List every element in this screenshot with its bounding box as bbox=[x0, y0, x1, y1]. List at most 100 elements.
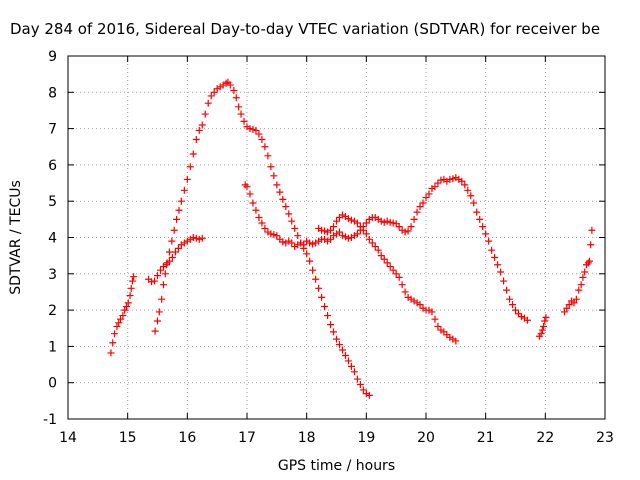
x-tick-label: 17 bbox=[238, 430, 256, 446]
data-point bbox=[309, 240, 317, 248]
data-point bbox=[318, 226, 326, 234]
data-point bbox=[437, 176, 445, 184]
data-point bbox=[168, 253, 176, 261]
data-point bbox=[127, 284, 135, 292]
data-point bbox=[377, 252, 385, 260]
data-point bbox=[321, 302, 329, 310]
data-point bbox=[374, 246, 382, 254]
data-point bbox=[422, 194, 430, 202]
data-point bbox=[243, 183, 251, 191]
data-point bbox=[303, 250, 311, 258]
data-point bbox=[151, 277, 159, 285]
data-point bbox=[512, 306, 519, 314]
data-point bbox=[195, 126, 203, 134]
data-point bbox=[333, 335, 340, 343]
data-point bbox=[425, 190, 433, 198]
data-point bbox=[246, 190, 254, 198]
data-point bbox=[356, 381, 364, 389]
data-point bbox=[291, 224, 299, 232]
data-point bbox=[282, 203, 290, 211]
data-point bbox=[315, 284, 323, 292]
data-point bbox=[565, 301, 573, 309]
data-point bbox=[117, 315, 125, 323]
data-point bbox=[413, 208, 421, 216]
data-point bbox=[392, 270, 400, 278]
data-point bbox=[273, 181, 281, 189]
y-tick-label: 7 bbox=[48, 122, 57, 138]
data-point bbox=[163, 259, 171, 267]
data-point bbox=[585, 257, 593, 265]
data-point bbox=[482, 230, 490, 238]
data-point bbox=[252, 206, 260, 214]
series-3 bbox=[151, 78, 373, 399]
data-point bbox=[344, 215, 352, 223]
data-point bbox=[198, 121, 206, 129]
data-point bbox=[252, 126, 260, 134]
data-point bbox=[255, 130, 263, 138]
data-point bbox=[350, 368, 358, 376]
data-point bbox=[386, 218, 394, 226]
data-point bbox=[321, 227, 329, 235]
data-point bbox=[255, 214, 263, 222]
data-point bbox=[473, 208, 481, 216]
data-point bbox=[198, 234, 206, 242]
data-point bbox=[347, 362, 355, 370]
y-axis-label: SDTVAR / TECUs bbox=[8, 180, 24, 295]
data-point bbox=[476, 215, 484, 223]
data-point bbox=[416, 301, 424, 309]
data-point bbox=[446, 175, 454, 183]
data-point bbox=[189, 234, 197, 241]
data-point bbox=[186, 163, 194, 171]
x-tick-label: 23 bbox=[596, 430, 614, 446]
data-point bbox=[121, 306, 129, 314]
data-point bbox=[115, 319, 123, 327]
data-point bbox=[173, 215, 181, 223]
data-point bbox=[338, 346, 346, 354]
data-point bbox=[154, 317, 161, 325]
data-point bbox=[563, 304, 571, 312]
x-tick-label: 15 bbox=[119, 430, 137, 446]
data-point bbox=[306, 257, 314, 265]
x-axis-label: GPS time / hours bbox=[278, 458, 395, 474]
data-point bbox=[410, 215, 418, 223]
data-point bbox=[344, 234, 352, 242]
data-point bbox=[344, 357, 352, 365]
data-point bbox=[485, 237, 493, 245]
data-point bbox=[362, 230, 370, 238]
data-point bbox=[377, 217, 385, 225]
data-point bbox=[500, 277, 508, 285]
series-5 bbox=[315, 211, 460, 345]
data-point bbox=[240, 117, 248, 125]
data-point bbox=[380, 218, 388, 226]
data-point bbox=[159, 281, 167, 289]
data-point bbox=[395, 223, 403, 231]
data-point bbox=[107, 349, 115, 357]
data-point bbox=[572, 295, 580, 303]
data-point bbox=[353, 230, 361, 238]
data-point bbox=[207, 92, 215, 100]
data-point bbox=[537, 330, 545, 338]
data-point bbox=[270, 231, 278, 239]
data-point bbox=[333, 217, 340, 225]
data-point bbox=[177, 197, 185, 205]
series-6 bbox=[535, 313, 550, 340]
data-point bbox=[235, 103, 243, 111]
data-point bbox=[365, 391, 373, 399]
x-tick-label: 19 bbox=[357, 430, 375, 446]
data-point bbox=[383, 217, 391, 225]
data-point bbox=[232, 94, 240, 102]
series-2 bbox=[145, 234, 206, 286]
data-point bbox=[279, 195, 287, 203]
data-point bbox=[170, 226, 178, 234]
data-point bbox=[359, 226, 367, 234]
data-point bbox=[497, 268, 505, 276]
data-point bbox=[380, 255, 388, 263]
chart-title: Day 284 of 2016, Sidereal Day-to-day VTE… bbox=[10, 20, 601, 38]
data-point bbox=[204, 99, 212, 107]
data-point bbox=[180, 186, 188, 194]
data-point bbox=[122, 302, 130, 310]
data-points bbox=[107, 78, 596, 399]
x-tick-label: 18 bbox=[298, 430, 316, 446]
data-point bbox=[324, 312, 332, 320]
data-point bbox=[161, 270, 169, 278]
